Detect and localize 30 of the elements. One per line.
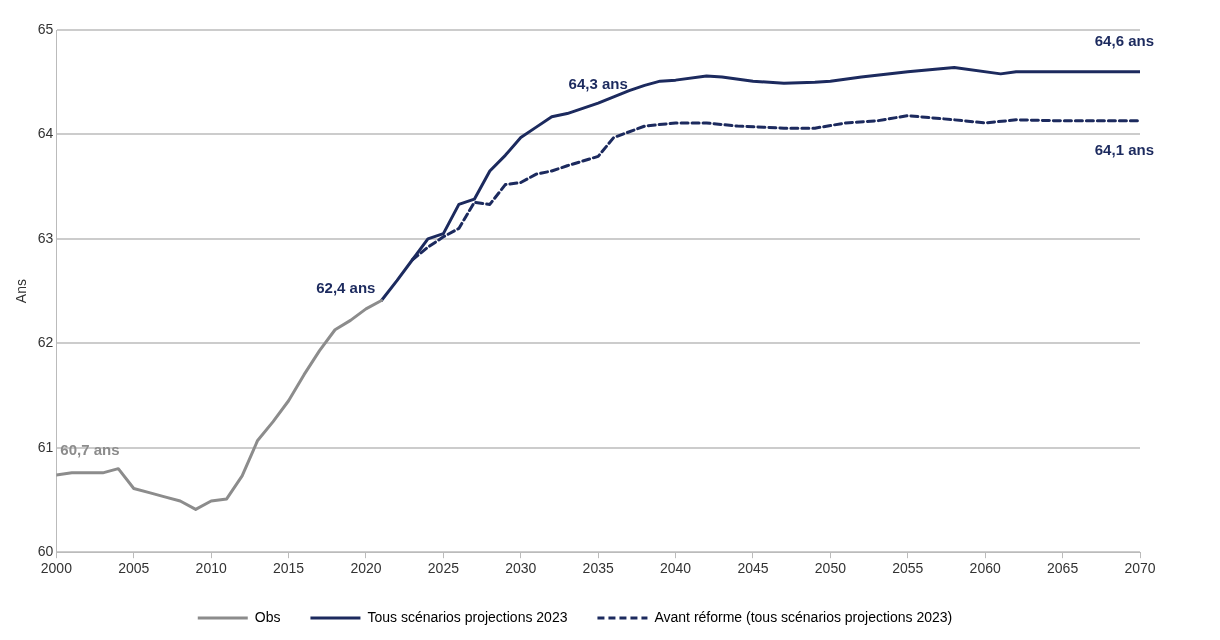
legend-label: Obs [254, 608, 281, 625]
annotation: 64,6 ans [1094, 31, 1154, 49]
legend-label: Avant réforme (tous scénarios projections 2023) [654, 608, 953, 625]
x-tick-label: 2060 [969, 560, 1001, 577]
x-tick-label: 2000 [40, 560, 73, 577]
y-tick-label: 65 [37, 20, 54, 37]
x-tick-label: 2065 [1047, 560, 1079, 577]
x-tick-label: 2040 [660, 560, 692, 577]
x-tick-label: 2045 [737, 560, 769, 577]
annotation: 60,7 ans [60, 441, 120, 459]
x-tick-label: 2030 [505, 560, 537, 577]
x-tick-label: 2005 [118, 560, 150, 577]
x-tick-label: 2025 [427, 560, 460, 577]
x-tick-label: 2035 [582, 560, 614, 577]
y-tick-label: 62 [37, 334, 54, 351]
y-tick-label: 61 [37, 438, 54, 455]
x-tick-label: 2070 [1124, 560, 1156, 577]
y-axis-title: Ans [13, 279, 30, 304]
annotation: 64,3 ans [568, 75, 628, 93]
legend-label: Tous scénarios projections 2023 [367, 608, 568, 625]
y-tick-label: 60 [37, 543, 54, 560]
x-tick-label: 2010 [195, 560, 227, 577]
y-tick-label: 64 [37, 125, 54, 142]
x-tick-label: 2020 [350, 560, 382, 577]
y-tick-label: 63 [37, 229, 54, 246]
x-tick-label: 2050 [814, 560, 847, 577]
annotation: 62,4 ans [316, 278, 376, 296]
x-tick-label: 2015 [273, 560, 305, 577]
annotation: 64,1 ans [1094, 141, 1154, 158]
x-tick-label: 2055 [892, 560, 924, 577]
